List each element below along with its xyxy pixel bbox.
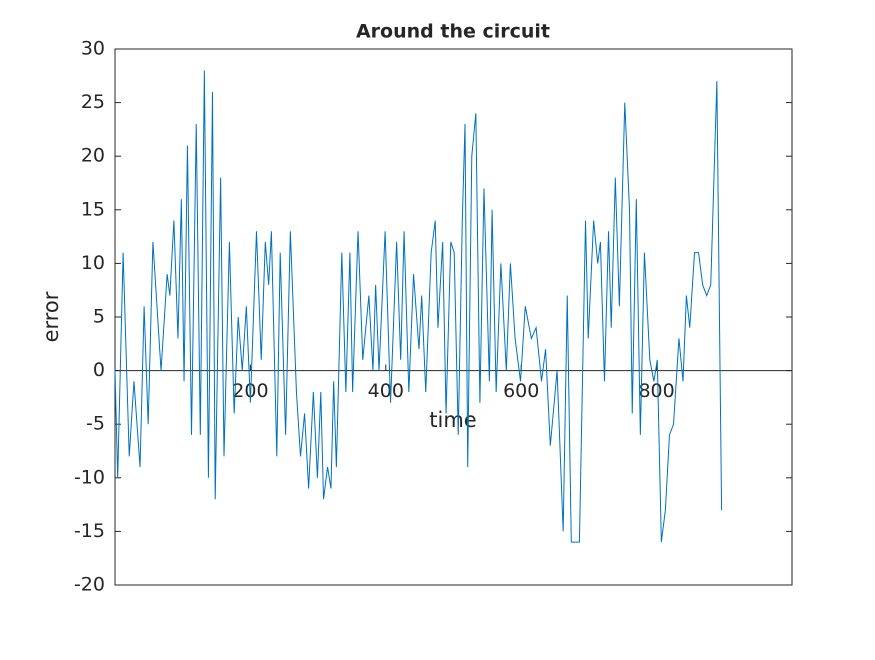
x-tick-label: 600 <box>503 380 539 402</box>
x-axis-label: time <box>429 408 476 432</box>
y-tick-label: 0 <box>93 359 105 381</box>
chart-title: Around the circuit <box>356 21 550 43</box>
y-tick-label: -15 <box>74 520 105 542</box>
y-axis-label: error <box>39 291 63 342</box>
y-tick-label: 20 <box>81 145 105 167</box>
y-tick-label: 30 <box>81 38 105 60</box>
x-tick-label: 800 <box>638 380 674 402</box>
y-tick-label: 5 <box>93 306 105 328</box>
y-tick-label: 15 <box>81 198 105 220</box>
x-tick-label: 400 <box>368 380 404 402</box>
y-tick-label: 25 <box>81 91 105 113</box>
y-tick-label: -5 <box>86 413 105 435</box>
data-line <box>114 70 723 543</box>
y-tick-label: -20 <box>74 574 105 596</box>
y-tick-label: -10 <box>74 466 105 488</box>
y-tick-label: 10 <box>81 252 105 274</box>
